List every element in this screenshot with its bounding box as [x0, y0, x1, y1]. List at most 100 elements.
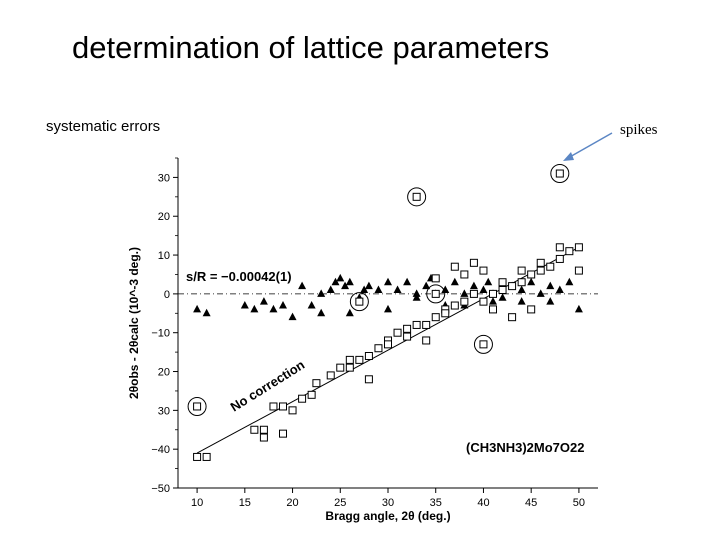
circled-outlier-ring: [187, 396, 207, 416]
triangle-point: [450, 277, 459, 286]
square-point: [479, 297, 488, 306]
square-point: [460, 297, 469, 306]
x-tick-label: 10: [191, 497, 203, 509]
y-axis-label: 2θobs - 2θcalc (10^-3 deg.): [127, 247, 141, 399]
x-tick-label: 15: [239, 497, 251, 509]
square-point: [508, 313, 517, 322]
spikes-callout-label: spikes: [620, 122, 658, 138]
x-tick-label: 25: [334, 497, 346, 509]
square-point: [193, 452, 202, 461]
circled-outlier-ring: [550, 164, 570, 184]
triangle-point: [384, 304, 392, 313]
triangle-point: [546, 281, 555, 290]
square-point: [345, 355, 354, 364]
x-tick-label: 35: [430, 497, 442, 509]
slide-subtitle: systematic errors: [46, 118, 161, 135]
circled-outlier-point: [431, 289, 440, 298]
square-point: [412, 320, 421, 329]
square-point: [565, 247, 574, 256]
triangle-point: [307, 301, 316, 309]
square-point: [326, 371, 335, 380]
square-point: [202, 452, 211, 461]
y-tick-label: −40: [151, 444, 170, 456]
triangle-point: [441, 285, 450, 293]
square-point: [279, 429, 287, 438]
no-correction-annotation: No correction: [228, 357, 308, 415]
y-tick-label: 10: [158, 250, 170, 262]
x-tick-label: 45: [525, 497, 537, 509]
triangle-point: [384, 277, 392, 286]
square-point: [469, 258, 478, 267]
square-point: [259, 425, 268, 434]
y-tick-label: 20: [158, 367, 170, 379]
triangle-point: [403, 277, 412, 286]
triangle-point: [412, 293, 421, 301]
y-tick-label: 20: [158, 211, 170, 223]
square-point: [403, 332, 412, 341]
triangle-point: [279, 301, 287, 309]
square-point: [345, 363, 354, 372]
square-point: [574, 243, 583, 252]
square-point: [527, 270, 536, 279]
square-point: [517, 278, 526, 287]
circled-outlier-point: [555, 169, 564, 178]
triangle-point: [364, 281, 373, 290]
triangle-point: [422, 281, 431, 290]
triangle-point: [574, 304, 583, 313]
triangle-point: [517, 297, 526, 305]
square-point: [479, 266, 488, 275]
square-point: [574, 266, 583, 275]
square-point: [555, 243, 564, 252]
square-point: [431, 274, 440, 283]
triangle-point: [360, 285, 369, 293]
triangle-point: [498, 293, 507, 301]
square-point: [441, 309, 450, 318]
triangle-point: [250, 304, 259, 313]
square-point: [422, 336, 431, 345]
square-point: [288, 406, 297, 415]
triangle-point: [202, 308, 211, 317]
circled-outlier-ring: [473, 334, 493, 354]
x-tick-label: 20: [286, 497, 298, 509]
triangle-point: [298, 281, 307, 290]
square-point: [393, 328, 402, 337]
square-point: [517, 266, 526, 275]
triangle-point: [469, 281, 478, 290]
triangle-point: [336, 273, 345, 282]
triangle-point: [259, 297, 268, 305]
triangle-point: [240, 301, 249, 309]
circled-outlier-ring: [349, 292, 369, 312]
square-point: [536, 266, 545, 275]
square-point: [469, 289, 478, 298]
square-point: [307, 390, 316, 399]
square-point: [403, 324, 412, 333]
circled-outlier-point: [193, 402, 202, 411]
circled-outlier-ring: [407, 187, 427, 207]
triangle-point: [484, 277, 493, 286]
y-tick-label: 30: [158, 405, 170, 417]
triangle-point: [536, 289, 545, 297]
square-point: [364, 375, 373, 384]
square-point: [336, 363, 345, 372]
chart-axes: 30 20 10 0 −10 20 30 −40 −50 10 15 20 25 30 35 40 45 50: [151, 157, 598, 509]
triangle-point: [393, 285, 402, 293]
spikes-arrow-shaft: [567, 132, 613, 159]
triangle-point: [317, 289, 326, 297]
chart-labels: Bragg angle, 2θ (deg.) 2θobs - 2θcalc (10…: [127, 132, 613, 523]
corrected-annotation: s/R = −0.00042(1): [186, 269, 292, 284]
triangle-point: [269, 304, 278, 313]
triangle-point: [489, 297, 497, 305]
square-point: [460, 270, 469, 279]
triangle-point: [345, 308, 354, 317]
triangle-point: [479, 285, 488, 293]
square-point: [298, 394, 307, 403]
y-tick-label: −50: [151, 483, 170, 495]
circled-outlier-point: [479, 340, 488, 349]
triangle-point: [517, 285, 526, 293]
chart-marks: [187, 164, 583, 461]
triangle-point: [546, 297, 555, 305]
square-point: [422, 320, 431, 329]
triangle-point: [341, 281, 350, 290]
square-point: [259, 433, 268, 442]
